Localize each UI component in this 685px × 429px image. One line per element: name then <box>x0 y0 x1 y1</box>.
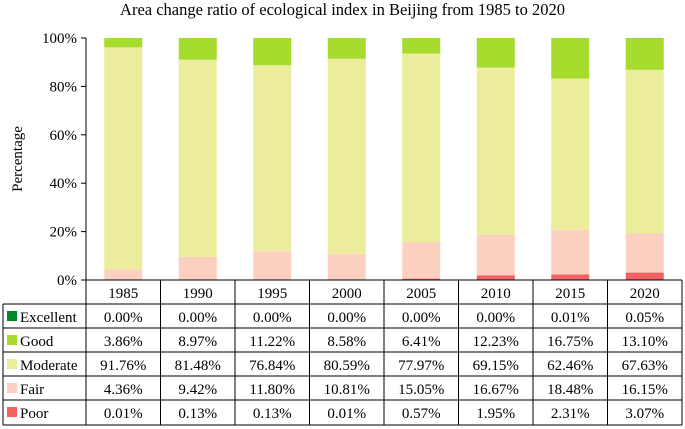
chart-title: Area change ratio of ecological index in… <box>120 0 565 19</box>
category-label: 2015 <box>555 286 585 302</box>
data-label: 4.36% <box>104 382 143 398</box>
bar-segment-moderate-1990 <box>178 59 217 257</box>
legend-label-moderate: Moderate <box>20 358 78 374</box>
bar-segment-poor-2020 <box>625 272 664 280</box>
bar-segment-moderate-1995 <box>253 65 292 252</box>
legend-swatch-excellent <box>7 311 17 321</box>
bar-segment-good-2000 <box>327 38 366 59</box>
data-label: 3.07% <box>625 406 664 422</box>
legend-label-good: Good <box>20 334 54 350</box>
data-label: 13.10% <box>622 334 668 350</box>
data-label: 9.42% <box>178 382 217 398</box>
bar-segment-good-2020 <box>625 38 664 70</box>
bar-segment-fair-2020 <box>625 233 664 273</box>
legend-swatch-poor <box>7 407 17 417</box>
bar-segment-good-2005 <box>402 38 441 54</box>
data-label: 0.00% <box>476 310 515 326</box>
bar-segment-fair-2015 <box>551 229 590 275</box>
data-label: 1.95% <box>476 406 515 422</box>
bar-segment-moderate-2015 <box>551 78 590 230</box>
data-label: 0.00% <box>327 310 366 326</box>
data-label: 12.23% <box>473 334 519 350</box>
category-label: 2005 <box>406 286 436 302</box>
data-label: 0.01% <box>551 310 590 326</box>
bar-segment-poor-2010 <box>476 275 515 280</box>
data-label: 0.00% <box>104 310 143 326</box>
data-label: 0.57% <box>402 406 441 422</box>
data-label: 16.67% <box>473 382 519 398</box>
bar-segment-moderate-2020 <box>625 69 664 234</box>
category-label: 2020 <box>630 286 660 302</box>
data-label: 67.63% <box>622 358 668 374</box>
data-label: 18.48% <box>547 382 593 398</box>
y-tick-label: 60% <box>50 128 78 144</box>
data-label: 69.15% <box>473 358 519 374</box>
data-label: 15.05% <box>398 382 444 398</box>
data-label: 8.97% <box>178 334 217 350</box>
data-label: 0.01% <box>104 406 143 422</box>
bar-segment-poor-2015 <box>551 274 590 280</box>
bar-segment-moderate-2010 <box>476 67 515 235</box>
bar-segment-good-1990 <box>178 38 217 60</box>
data-label: 3.86% <box>104 334 143 350</box>
bar-segment-fair-1990 <box>178 256 217 280</box>
y-tick-label: 80% <box>50 79 78 95</box>
bar-segment-poor-2005 <box>402 278 441 280</box>
bar-segment-fair-2005 <box>402 242 441 279</box>
data-label: 16.75% <box>547 334 593 350</box>
bar-segment-fair-1985 <box>104 269 143 280</box>
data-label: 0.00% <box>178 310 217 326</box>
data-label: 0.05% <box>625 310 664 326</box>
bar-segment-moderate-2000 <box>327 58 366 254</box>
data-label: 6.41% <box>402 334 441 350</box>
y-tick-label: 20% <box>50 225 78 241</box>
y-tick-label: 0% <box>57 273 77 289</box>
data-label: 0.00% <box>402 310 441 326</box>
legend-swatch-good <box>7 335 17 345</box>
bar-segment-good-1985 <box>104 38 143 48</box>
category-label: 1985 <box>108 286 138 302</box>
data-label: 10.81% <box>324 382 370 398</box>
bar-segment-good-1995 <box>253 38 292 66</box>
data-label: 2.31% <box>551 406 590 422</box>
data-label: 0.13% <box>253 406 292 422</box>
data-label: 80.59% <box>324 358 370 374</box>
data-label: 0.01% <box>327 406 366 422</box>
legend-label-poor: Poor <box>20 406 48 422</box>
bar-segment-fair-1995 <box>253 251 292 280</box>
bar-segment-good-2010 <box>476 38 515 68</box>
category-label: 2010 <box>481 286 511 302</box>
legend-swatch-fair <box>7 383 17 393</box>
data-label: 91.76% <box>100 358 146 374</box>
y-tick-label: 100% <box>42 31 77 47</box>
data-label: 16.15% <box>622 382 668 398</box>
category-label: 2000 <box>332 286 362 302</box>
category-label: 1995 <box>257 286 287 302</box>
y-tick-label: 40% <box>50 176 78 192</box>
data-label: 0.13% <box>178 406 217 422</box>
bar-segment-fair-2010 <box>476 234 515 276</box>
data-label: 81.48% <box>175 358 221 374</box>
data-label: 77.97% <box>398 358 444 374</box>
data-label: 11.80% <box>249 382 295 398</box>
y-axis-label: Percentage <box>10 126 26 192</box>
legend-swatch-moderate <box>7 359 17 369</box>
data-label: 8.58% <box>327 334 366 350</box>
bar-segment-good-2015 <box>551 38 590 79</box>
bar-segment-moderate-2005 <box>402 53 441 243</box>
bar-segment-fair-2000 <box>327 253 366 280</box>
data-label: 0.00% <box>253 310 292 326</box>
category-label: 1990 <box>183 286 213 302</box>
data-label: 11.22% <box>249 334 295 350</box>
data-label: 62.46% <box>547 358 593 374</box>
legend-label-excellent: Excellent <box>20 310 77 326</box>
legend-label-fair: Fair <box>20 382 44 398</box>
bar-segment-moderate-1985 <box>104 47 143 270</box>
data-label: 76.84% <box>249 358 295 374</box>
